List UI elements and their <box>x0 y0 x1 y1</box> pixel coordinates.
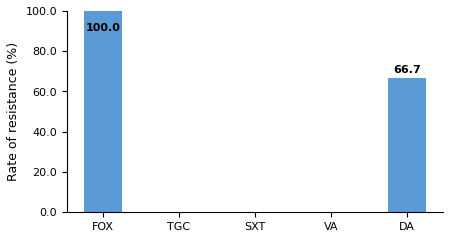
Text: 66.7: 66.7 <box>393 65 421 75</box>
Bar <box>84 11 122 212</box>
Bar <box>388 78 426 212</box>
Y-axis label: Rate of resistance (%): Rate of resistance (%) <box>7 42 20 181</box>
Text: 100.0: 100.0 <box>86 23 121 33</box>
